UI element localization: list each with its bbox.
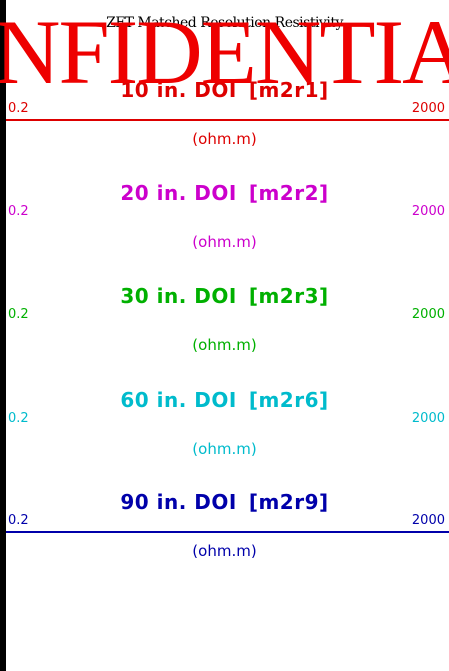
curve-label: 20 in. DOI: [120, 181, 237, 205]
curve-line: [6, 531, 449, 533]
scale-max: 2000: [411, 101, 445, 116]
curve-unit: (ohm.m): [192, 440, 257, 458]
scale-min: 0.2: [8, 307, 29, 322]
scale-max: 2000: [411, 204, 445, 219]
track-m2r1: 10 in. DOI [m2r1] 0.2 2000 (ohm.m): [0, 78, 449, 190]
scale-min: 0.2: [8, 101, 29, 116]
log-title: ZFT Matched Resolution Resistivity: [106, 15, 343, 31]
track-m2r6: 60 in. DOI [m2r6] 0.2 2000 (ohm.m): [0, 388, 449, 500]
curve-name: 30 in. DOI [m2r3]: [0, 284, 449, 308]
scale-min: 0.2: [8, 411, 29, 426]
curve-mnemonic: [m2r6]: [248, 388, 329, 412]
curve-name: 20 in. DOI [m2r2]: [0, 181, 449, 205]
curve-mnemonic: [m2r9]: [248, 490, 329, 514]
curve-label: 90 in. DOI: [120, 490, 237, 514]
curve-unit: (ohm.m): [192, 336, 257, 354]
scale-max: 2000: [411, 513, 445, 528]
track-m2r2: 20 in. DOI [m2r2] 0.2 2000 (ohm.m): [0, 181, 449, 293]
curve-mnemonic: [m2r3]: [248, 284, 329, 308]
left-border: [0, 0, 6, 671]
curve-unit: (ohm.m): [192, 542, 257, 560]
curve-name: 10 in. DOI [m2r1]: [0, 78, 449, 102]
curve-label: 60 in. DOI: [120, 388, 237, 412]
track-m2r9: 90 in. DOI [m2r9] 0.2 2000 (ohm.m): [0, 490, 449, 602]
curve-unit: (ohm.m): [192, 233, 257, 251]
track-m2r3: 30 in. DOI [m2r3] 0.2 2000 (ohm.m): [0, 284, 449, 396]
curve-name: 90 in. DOI [m2r9]: [0, 490, 449, 514]
curve-mnemonic: [m2r1]: [248, 78, 329, 102]
scale-min: 0.2: [8, 204, 29, 219]
scale-max: 2000: [411, 411, 445, 426]
curve-line: [6, 119, 449, 121]
scale-max: 2000: [411, 307, 445, 322]
curve-label: 30 in. DOI: [120, 284, 237, 308]
curve-name: 60 in. DOI [m2r6]: [0, 388, 449, 412]
curve-label: 10 in. DOI: [120, 78, 237, 102]
scale-min: 0.2: [8, 513, 29, 528]
curve-unit: (ohm.m): [192, 130, 257, 148]
curve-mnemonic: [m2r2]: [248, 181, 329, 205]
